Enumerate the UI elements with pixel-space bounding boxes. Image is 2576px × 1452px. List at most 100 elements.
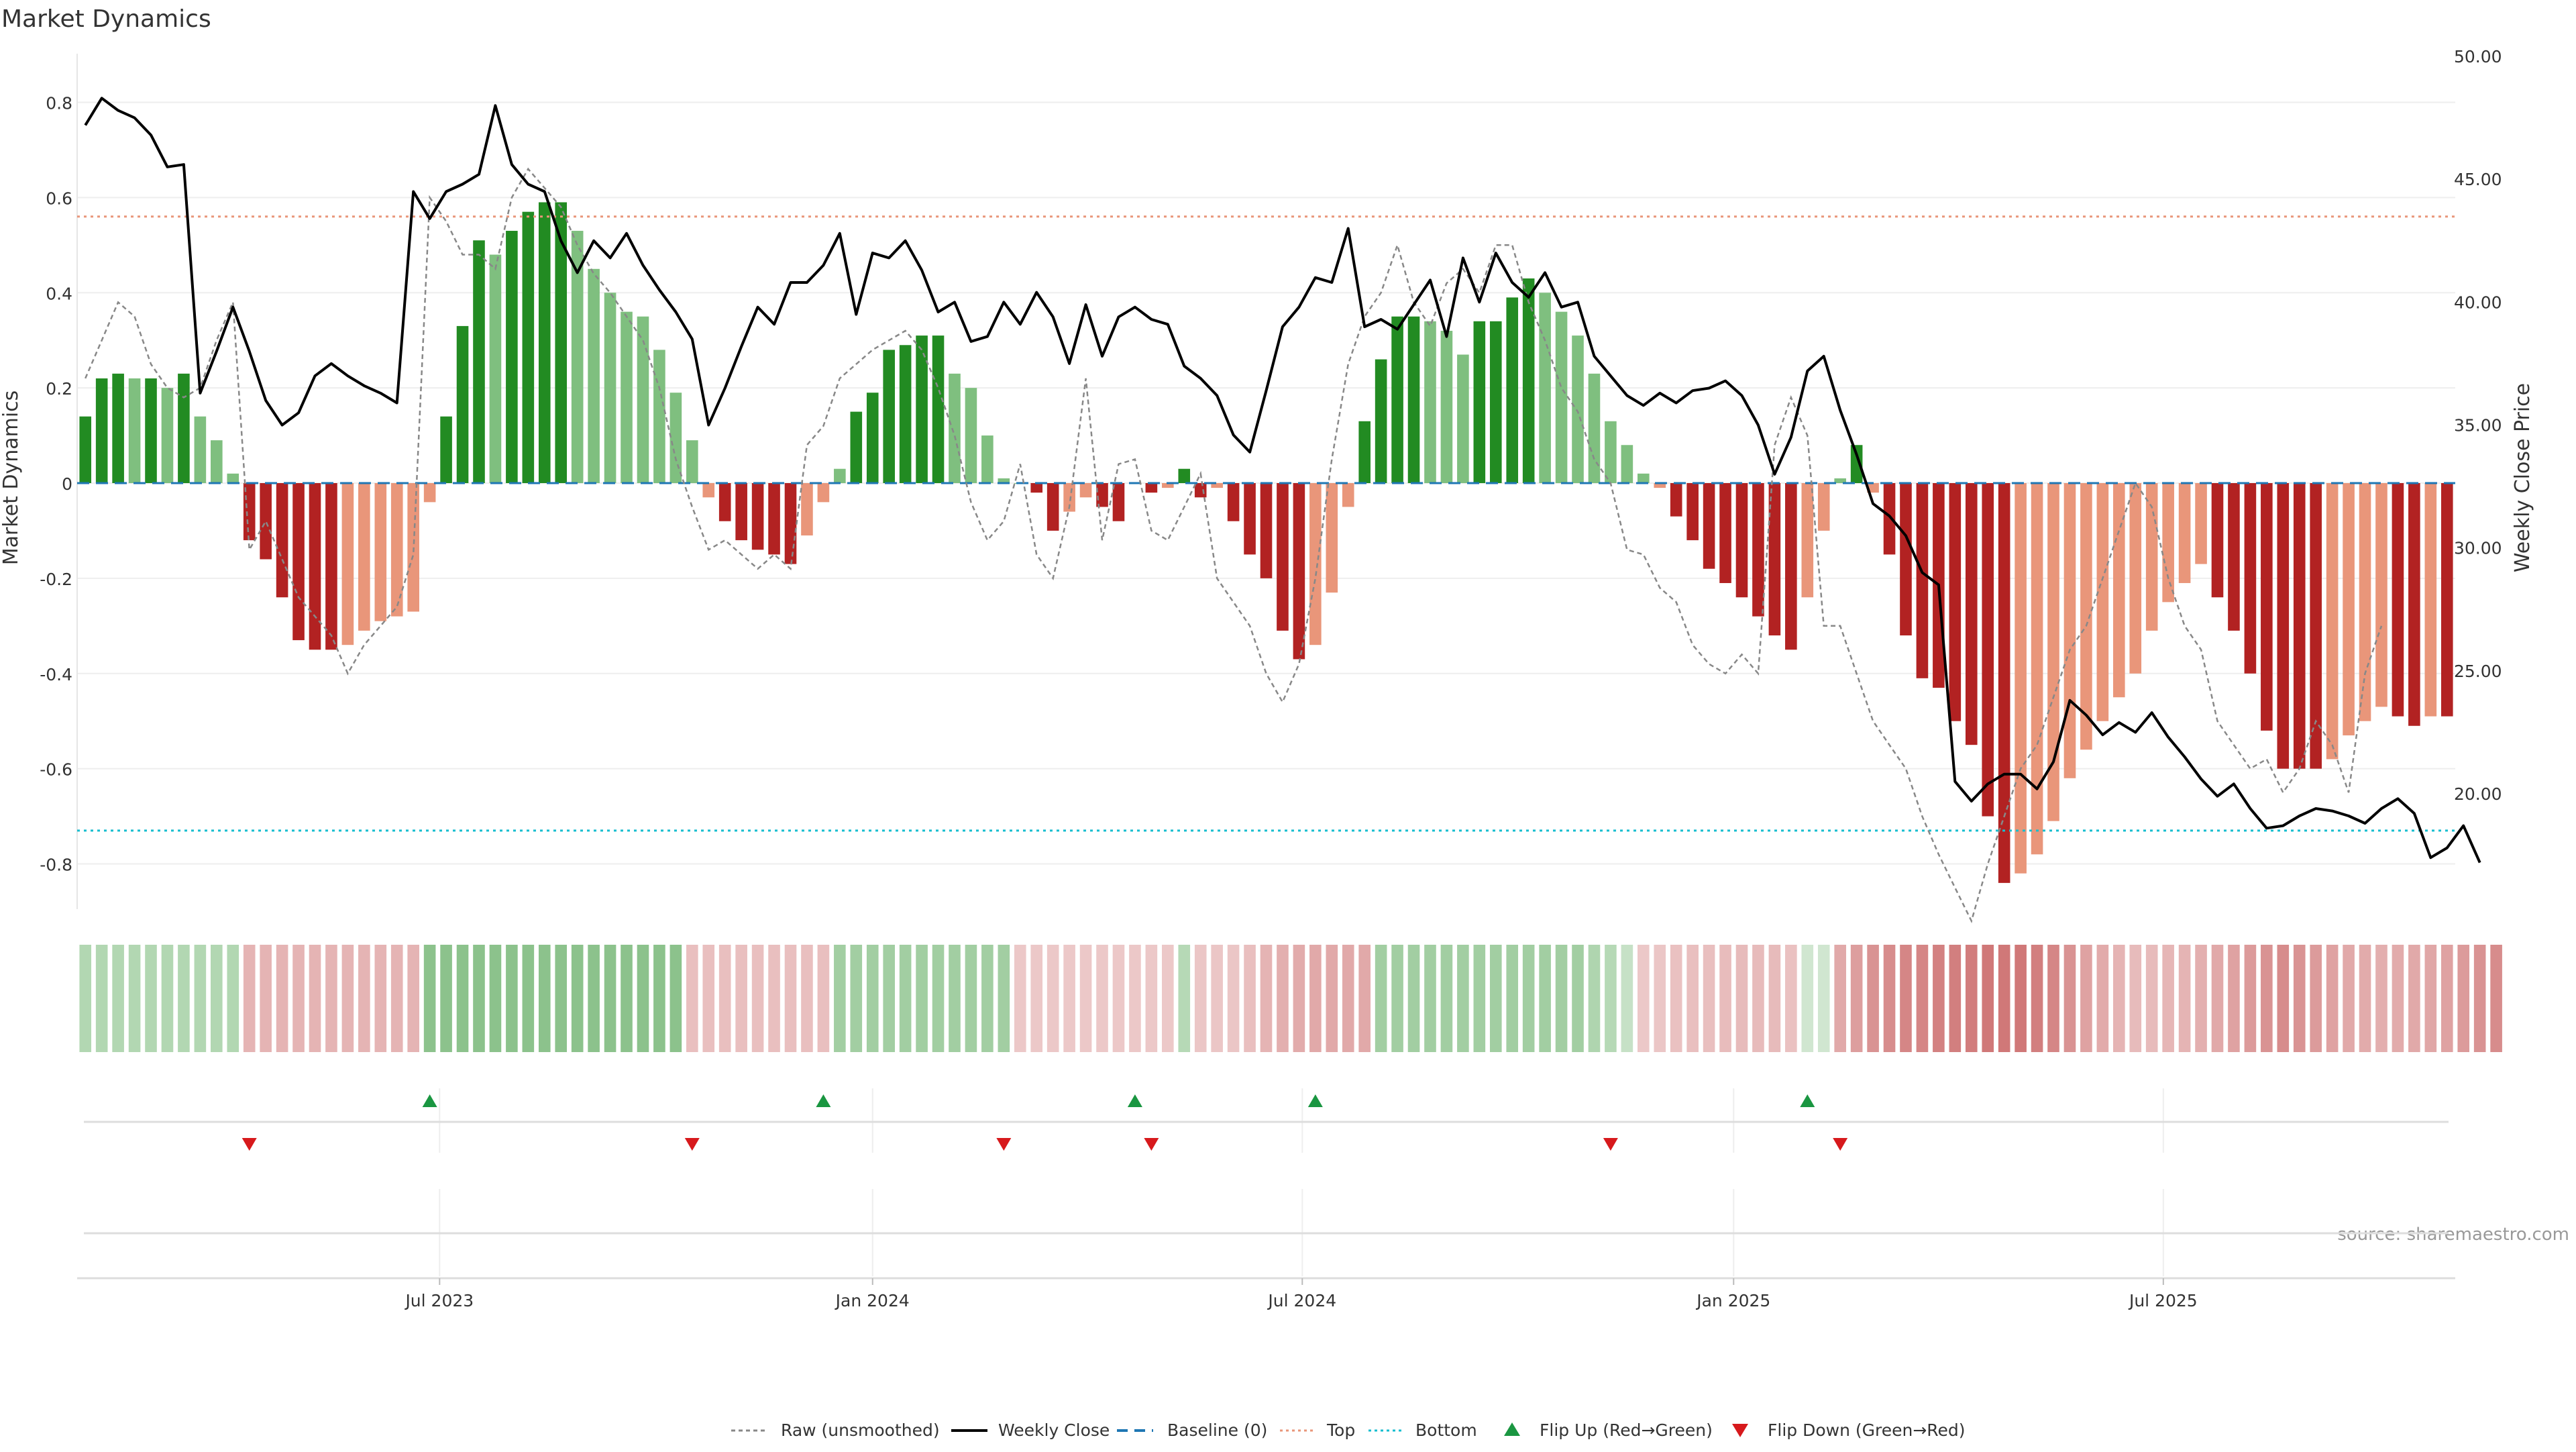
strength-cell [79,945,92,1052]
dynamics-bar [965,388,977,483]
dynamics-bar [702,483,715,498]
strength-cell [1277,945,1289,1052]
dynamics-bar [1850,445,1863,483]
dynamics-bar [489,254,502,483]
strength-cell [390,945,403,1052]
dynamics-bar [571,231,584,483]
strength-cell [2080,945,2092,1052]
strength-cell [2440,945,2453,1052]
strength-cell [128,945,141,1052]
strength-cell [522,945,535,1052]
dynamics-bar [1260,483,1273,578]
strength-cell [1883,945,1896,1052]
flip-down-marker [996,1138,1012,1151]
y-tick-label: -0.4 [40,665,72,684]
dynamics-bar [211,440,223,483]
strength-cell [2063,945,2076,1052]
chart-title: Market Dynamics [1,5,211,33]
dynamics-bar [1949,483,1962,721]
strength-cell [1424,945,1436,1052]
strength-cell [1933,945,1945,1052]
dynamics-bar [916,335,928,483]
flip-down-marker [1603,1138,1618,1151]
strength-cell [1079,945,1092,1052]
dynamics-bar [981,435,994,483]
y2-ticks: 50.00 45.00 40.00 35.00 30.00 25.00 20.00 [2454,47,2502,804]
y2-tick-label: 20.00 [2454,784,2502,804]
dynamics-bar [801,483,813,536]
dynamics-bar [1030,483,1043,493]
dynamics-bar [1965,483,1978,745]
strength-cell [1112,945,1125,1052]
dynamics-bar [2359,483,2371,721]
strength-cell [1293,945,1305,1052]
dynamics-bar [1883,483,1896,555]
dynamics-bar [325,483,337,650]
dynamics-bar [145,378,157,483]
strength-cell [1342,945,1354,1052]
dynamics-bar [2080,483,2092,750]
dynamics-bar [1817,483,1830,531]
dynamics-bar [1358,421,1371,483]
dynamics-bar [456,325,469,483]
dynamics-bar [1522,278,1535,483]
strength-cell [621,945,633,1052]
strength-cell [571,945,584,1052]
strength-cell [834,945,846,1052]
x-ticks: Jul 2023 Jan 2024 Jul 2024 Jan 2025 Jul 2025 [404,1278,2198,1310]
strength-cell [341,945,354,1052]
strength-cell [604,945,616,1052]
strength-cell [2326,945,2339,1052]
strength-cell [1014,945,1026,1052]
y-ticks: 0.8 0.6 0.4 0.2 0 -0.2 -0.4 -0.6 -0.8 [40,94,72,875]
flip-up-marker [1307,1094,1323,1107]
dynamics-bar [1605,421,1617,483]
weekly-close-line [84,97,2481,864]
strength-cell [1949,945,1962,1052]
dynamics-bar [1572,335,1584,483]
dynamics-bar [1457,354,1469,483]
flip-down-marker [1833,1138,1848,1151]
strength-cell [1326,945,1338,1052]
flip-down-marker [684,1138,700,1151]
strength-cell [866,945,879,1052]
dynamics-bar [178,373,190,483]
strength-cell [2178,945,2191,1052]
series-lines [84,97,2481,924]
strength-cell [1900,945,1912,1052]
y2-tick-label: 45.00 [2454,170,2502,189]
strength-cell [1998,945,2010,1052]
strength-cell [2015,945,2027,1052]
strength-cell [1719,945,1731,1052]
dynamics-bar [1834,478,1846,483]
strength-cell [883,945,895,1052]
dynamics-bar [2015,483,2027,874]
strength-cell [227,945,239,1052]
dynamics-bar [1654,483,1666,488]
strength-cell [817,945,830,1052]
dynamics-bars [79,202,2453,883]
y-tick-label: -0.2 [40,570,72,589]
x-tick-label: Jan 2025 [1695,1291,1770,1310]
strength-cell [407,945,419,1052]
strength-cell [1850,945,1863,1052]
dynamics-bar [341,483,354,645]
strength-cell [2195,945,2207,1052]
strength-cell [1457,945,1469,1052]
strength-cell [1096,945,1108,1052]
dynamics-bar [768,483,780,555]
dynamics-bar [637,316,649,483]
x-tick-label: Jan 2024 [835,1291,910,1310]
strength-cell [2129,945,2142,1052]
dynamics-bar [1735,483,1748,598]
strength-ribbon [79,945,2502,1052]
legend: Raw (unsmoothed) Weekly Close Baseline (0)… [731,1420,1966,1440]
dynamics-bar [1539,293,1551,483]
strength-cell [358,945,370,1052]
dynamics-bar [2145,483,2158,631]
strength-cell [1375,945,1387,1052]
strength-cell [768,945,780,1052]
strength-cell [1391,945,1403,1052]
dynamics-bar [1096,483,1108,507]
dynamics-bar [2408,483,2420,726]
